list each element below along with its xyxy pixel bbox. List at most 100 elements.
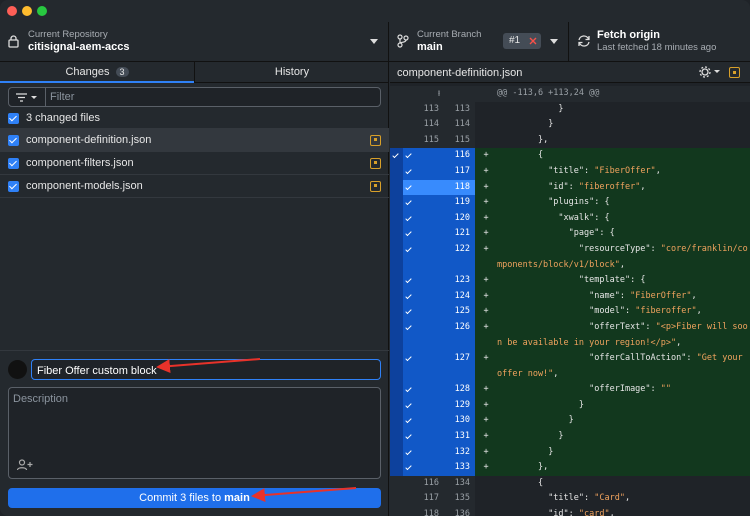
code-token: "offerCallToAction": [589, 353, 687, 364]
history-tab[interactable]: History: [194, 62, 389, 83]
annotation-arrow: [251, 487, 357, 503]
diff-marker: +: [475, 460, 497, 476]
pr-badge[interactable]: #1: [503, 33, 541, 49]
code-token: ,: [691, 290, 697, 301]
diff-marker: +: [475, 241, 497, 274]
file-checkbox[interactable]: [8, 134, 19, 146]
new-line-number: 120: [445, 210, 475, 227]
hunk-gutter: [390, 444, 403, 461]
description-placeholder: Description: [13, 393, 69, 405]
code-text: "plugins": {: [497, 195, 750, 211]
coauthor-icon[interactable]: [17, 459, 33, 471]
code-token: "resourceType": [578, 243, 651, 254]
code-token: : {: [630, 275, 646, 286]
file-row[interactable]: component-definition.json: [0, 129, 389, 152]
added-line[interactable]: 129 + }: [390, 397, 750, 414]
select-all-checkbox[interactable]: [8, 112, 19, 124]
code-text: }: [497, 413, 750, 430]
added-line[interactable]: 123 + "template": {: [390, 273, 750, 289]
old-line-number: [403, 273, 445, 289]
added-line[interactable]: 131 + }: [390, 429, 750, 445]
description-input[interactable]: Description: [8, 387, 381, 479]
new-line-number: 136: [445, 507, 475, 516]
code-token: },: [497, 462, 549, 473]
pr-number: #1: [509, 35, 521, 46]
added-line[interactable]: 124 + "name": "FiberOffer",: [390, 288, 750, 305]
branch-button[interactable]: Current Branch main #1: [389, 22, 569, 62]
hunk-gutter: [390, 460, 403, 476]
code-text: }: [497, 429, 750, 445]
diff-settings-button[interactable]: [699, 66, 723, 78]
code-token: "title": [548, 165, 585, 176]
code-text: "offerImage": "": [497, 382, 750, 398]
sidebar: Changes 3 History Filter 3 changed files…: [0, 62, 389, 516]
commit-button-branch: main: [224, 492, 250, 504]
fetch-button[interactable]: Fetch origin Last fetched 18 minutes ago: [569, 22, 750, 62]
added-line[interactable]: 126 + "offerText": "<p>Fiber will soon be…: [390, 319, 750, 352]
hunk-gutter: [390, 163, 403, 180]
hunk-gutter: [390, 475, 403, 492]
added-line[interactable]: 122 + "resourceType": "core/franklin/comp…: [390, 241, 750, 274]
added-line[interactable]: 121 + "page": {: [390, 226, 750, 242]
code-token: ,: [640, 181, 646, 192]
file-row[interactable]: component-models.json: [0, 175, 389, 198]
commit-button-label: Commit 3 files to: [139, 492, 222, 504]
hunk-gutter: [390, 304, 403, 320]
file-row[interactable]: component-filters.json: [0, 152, 389, 175]
avatar: [8, 360, 27, 379]
code-token: :: [650, 384, 661, 395]
file-checkbox[interactable]: [8, 157, 19, 169]
toolbar: Current Repository citisignal-aem-accs C…: [0, 22, 750, 62]
fetch-title: Fetch origin: [597, 29, 660, 41]
modified-icon: [370, 180, 381, 192]
hunk-gutter: [390, 429, 403, 445]
old-line-number: [403, 351, 445, 383]
old-line-number: [403, 444, 445, 461]
zoom-button[interactable]: [37, 6, 47, 16]
diff-panel: component-definition.json ⭱ @@ -113,6 +1…: [390, 62, 750, 516]
changes-count: 3: [115, 67, 129, 77]
changes-tab[interactable]: Changes 3: [0, 62, 194, 83]
code-token: :: [568, 509, 579, 516]
added-line[interactable]: 119 + "plugins": {: [390, 195, 750, 211]
added-line[interactable]: 128 + "offerImage": "": [390, 382, 750, 398]
pr-closed-icon: [529, 37, 537, 45]
added-line[interactable]: 132 + }: [390, 444, 750, 461]
file-checkbox[interactable]: [8, 180, 19, 192]
minimize-button[interactable]: [22, 6, 32, 16]
added-line[interactable]: 125 + "model": "fiberoffer",: [390, 304, 750, 320]
sync-icon: [578, 35, 590, 47]
code-text: }: [497, 102, 750, 118]
expand-button[interactable]: ⭱: [437, 89, 441, 98]
filter-box[interactable]: Filter: [8, 87, 381, 107]
added-line[interactable]: 118 + "id": "fiberoffer",: [390, 179, 750, 196]
added-line[interactable]: 117 + "title": "FiberOffer",: [390, 163, 750, 180]
code-text: }: [497, 117, 750, 133]
repository-button[interactable]: Current Repository citisignal-aem-accs: [0, 22, 389, 62]
code-token: ,: [619, 259, 625, 270]
old-line-number: [403, 241, 445, 274]
old-line-number: 116: [403, 475, 445, 492]
added-line[interactable]: 127 + "offerCallToAction": "Get your offe…: [390, 351, 750, 383]
context-line: 113 113 }: [390, 101, 750, 118]
code-text: "page": {: [497, 226, 750, 242]
dropdown-caret: [550, 39, 558, 44]
code-token: "<p>Fiber will soon be available in your…: [497, 321, 748, 348]
added-line[interactable]: 130 + }: [390, 413, 750, 430]
added-line[interactable]: 120 + "xwalk": {: [390, 210, 750, 227]
code-text: "template": {: [497, 273, 750, 289]
commit-summary-input[interactable]: Fiber Offer custom block: [31, 359, 381, 380]
code-token: :: [584, 165, 595, 176]
diff-marker: +: [475, 148, 497, 164]
select-all-row[interactable]: 3 changed files: [0, 108, 389, 129]
filter-options-button[interactable]: [9, 88, 46, 106]
close-button[interactable]: [7, 6, 17, 16]
code-token: }: [497, 399, 585, 410]
old-line-number: [403, 195, 445, 211]
added-line[interactable]: 116 + {: [390, 148, 750, 164]
lock-icon: [8, 35, 19, 48]
hunk-gutter: [390, 351, 403, 383]
old-line-number: [403, 382, 445, 398]
added-line[interactable]: 133 + },: [390, 460, 750, 476]
